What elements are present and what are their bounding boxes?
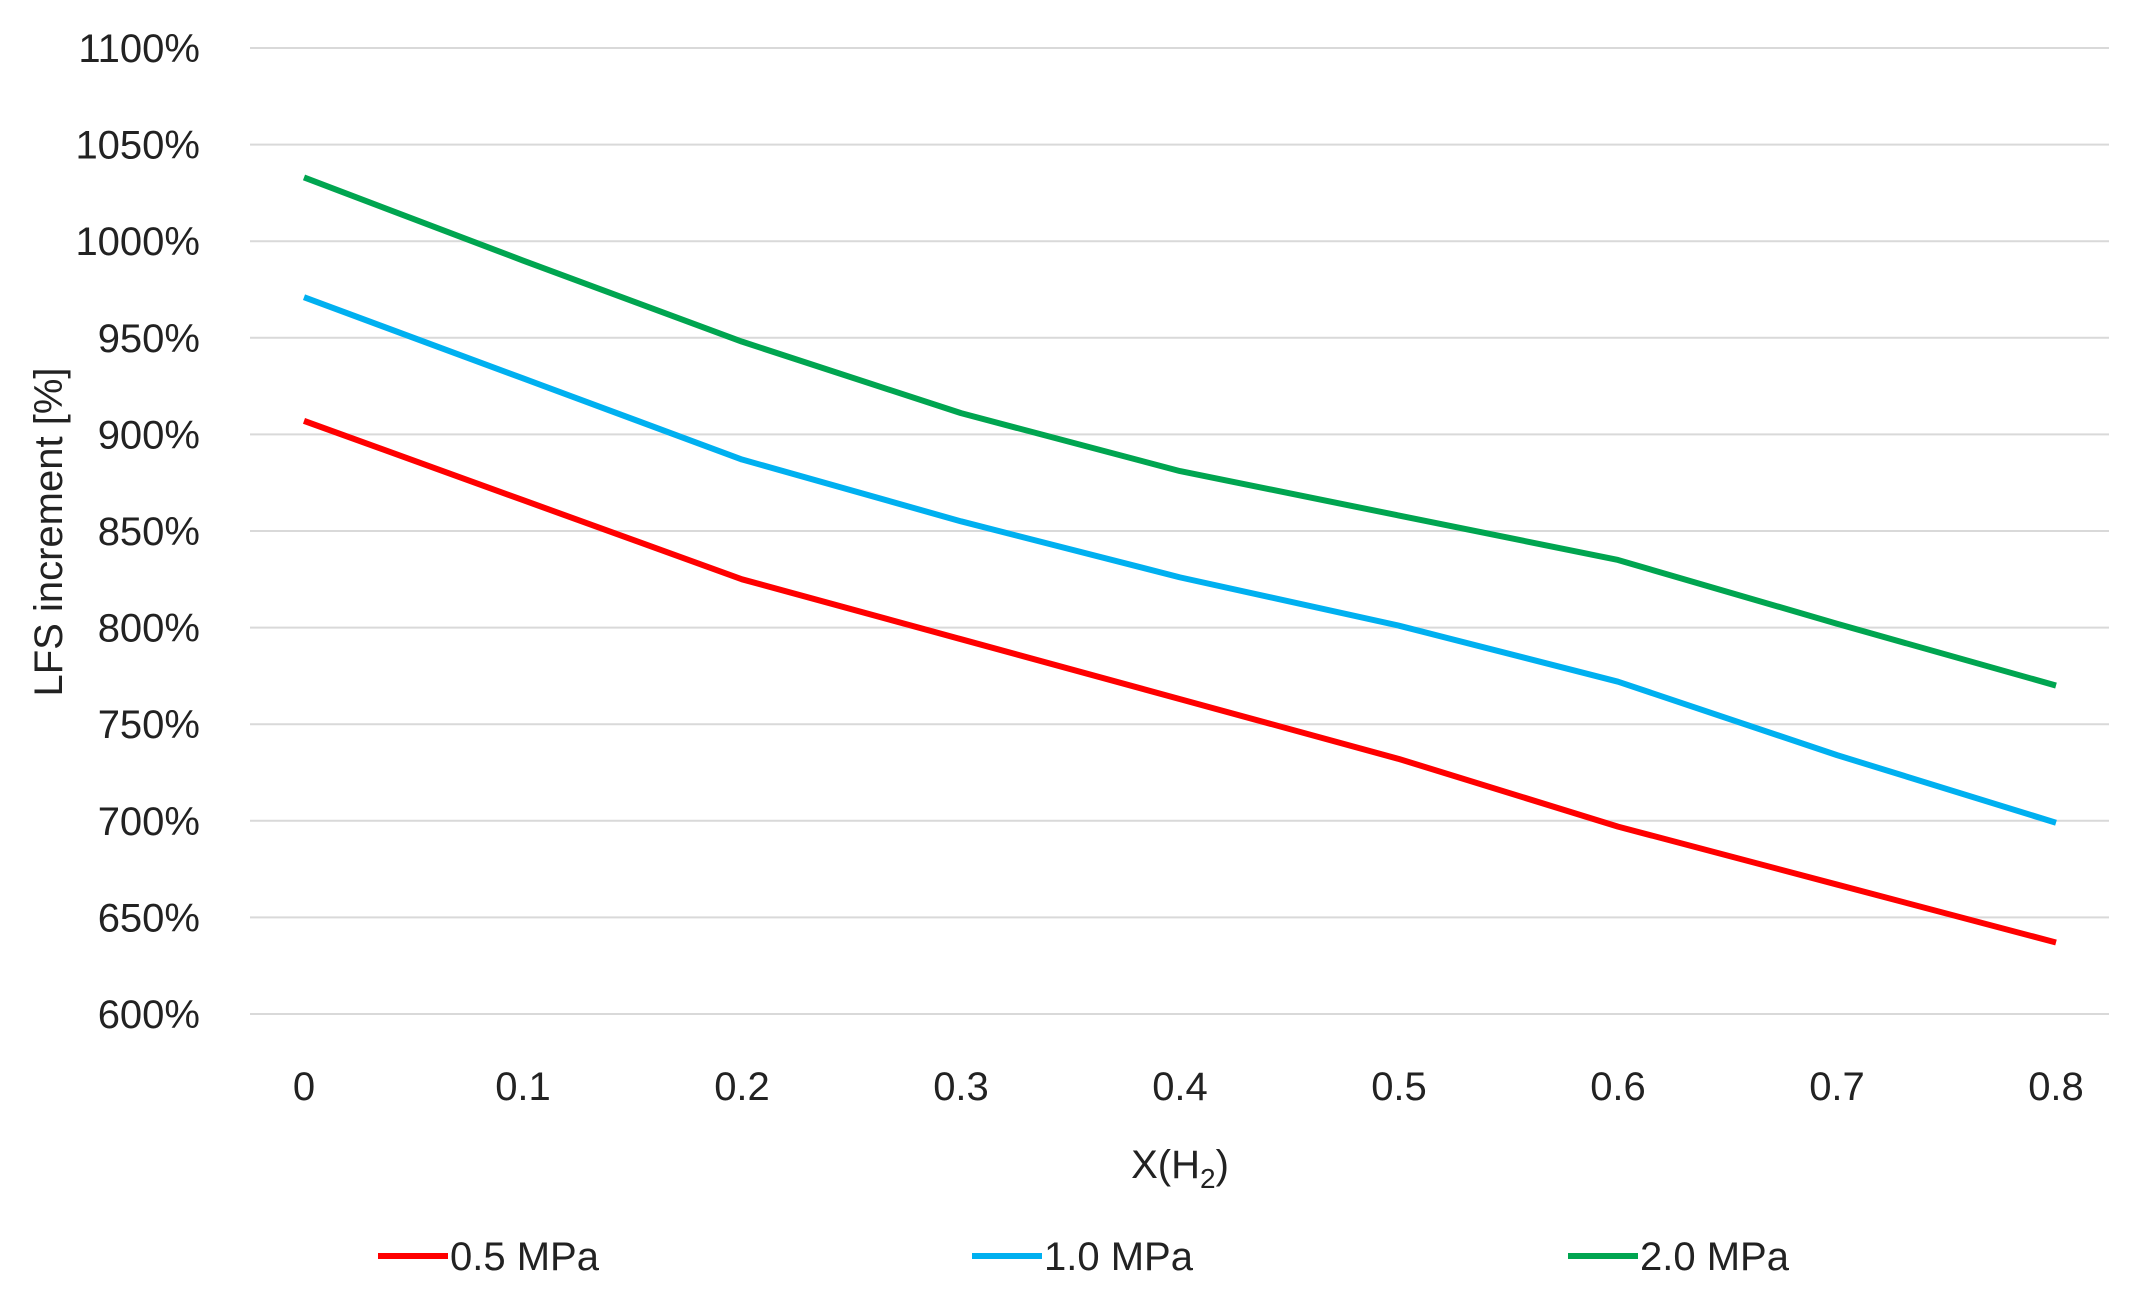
y-tick-label: 650%	[98, 896, 200, 940]
x-axis-ticks: 0 0.1 0.2 0.3 0.4 0.5 0.6 0.7 0.8	[293, 1065, 2084, 1109]
y-tick-label: 600%	[98, 993, 200, 1037]
y-axis-label: LFS increment [%]	[27, 367, 71, 696]
x-axis-label-main: X(H	[1131, 1143, 1200, 1187]
series-lines	[302, 174, 2057, 946]
y-tick-label: 700%	[98, 800, 200, 844]
x-tick-label: 0.4	[1152, 1065, 1208, 1109]
x-tick-label: 0.6	[1590, 1065, 1646, 1109]
x-tick-label: 0.8	[2028, 1065, 2084, 1109]
y-tick-label: 750%	[98, 703, 200, 747]
legend-label: 0.5 MPa	[450, 1235, 600, 1279]
y-tick-label: 1000%	[75, 220, 200, 264]
y-tick-label: 1100%	[78, 27, 200, 71]
y-tick-label: 950%	[98, 317, 200, 361]
series-line-2	[302, 174, 2057, 689]
y-tick-label: 1050%	[75, 124, 200, 168]
x-tick-label: 0.1	[495, 1065, 551, 1109]
legend-label: 1.0 MPa	[1044, 1235, 1194, 1279]
legend: 0.5 MPa 1.0 MPa 2.0 MPa	[378, 1235, 1790, 1279]
x-tick-label: 0.2	[714, 1065, 770, 1109]
y-tick-label: 800%	[98, 607, 200, 651]
x-tick-label: 0.3	[933, 1065, 989, 1109]
y-tick-label: 900%	[98, 413, 200, 457]
x-axis-label: X(H2)	[1131, 1143, 1229, 1194]
y-axis-ticks: 600% 650% 700% 750% 800% 850% 900% 950% 1000% 105…	[75, 27, 200, 1037]
gridlines	[250, 47, 2109, 1015]
x-tick-label: 0.7	[1809, 1065, 1865, 1109]
series-line-0	[302, 418, 2057, 946]
series-line-1	[302, 294, 2057, 826]
legend-label: 2.0 MPa	[1640, 1235, 1790, 1279]
x-tick-label: 0.5	[1371, 1065, 1427, 1109]
x-tick-label: 0	[293, 1065, 315, 1109]
y-tick-label: 850%	[98, 510, 200, 554]
x-axis-label-close: )	[1216, 1143, 1229, 1187]
x-axis-label-sub: 2	[1200, 1163, 1216, 1194]
